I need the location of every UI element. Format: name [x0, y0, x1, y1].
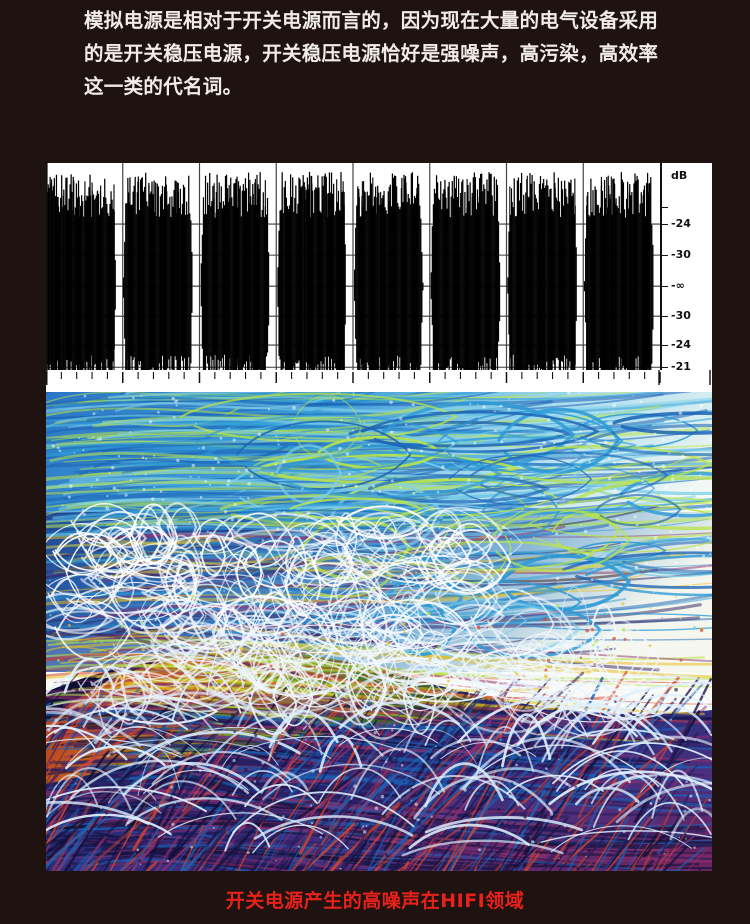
axis-minor-tick	[662, 207, 668, 209]
axis-tick	[662, 255, 668, 257]
panel-spacer	[46, 385, 712, 393]
waveform-chart-panel: dB -24 -30 -∞ -30 -24 -21	[46, 163, 712, 385]
axis-tick-label: -24	[671, 338, 691, 352]
axis-tick-label: -30	[671, 248, 691, 262]
artwork-image	[46, 392, 712, 871]
axis-tick-label: -30	[671, 309, 691, 323]
axis-tick	[662, 286, 668, 288]
axis-tick	[662, 345, 668, 347]
artwork-svg	[46, 392, 712, 871]
axis-tick	[662, 367, 668, 369]
waveform-plot-area	[46, 163, 660, 385]
axis-tick-label: -21	[671, 360, 691, 374]
waveform-plot-svg	[46, 163, 660, 385]
axis-unit-label: dB	[671, 169, 688, 182]
time-ruler	[45, 370, 712, 385]
axis-tick-label: -∞	[671, 279, 685, 293]
figure-caption: 开关电源产生的高噪声在HIFI领域	[225, 890, 525, 912]
time-ruler-svg	[45, 370, 712, 385]
intro-paragraph: 模拟电源是相对于开关电源而言的，因为现在大量的电气设备采用的是开关稳压电源，开关…	[84, 9, 659, 98]
axis-tick	[662, 224, 668, 226]
waveform-series	[46, 171, 654, 384]
axis-tick-label: -24	[671, 217, 691, 231]
db-axis: dB -24 -30 -∞ -30 -24 -21	[660, 163, 712, 385]
axis-tick	[662, 316, 668, 318]
